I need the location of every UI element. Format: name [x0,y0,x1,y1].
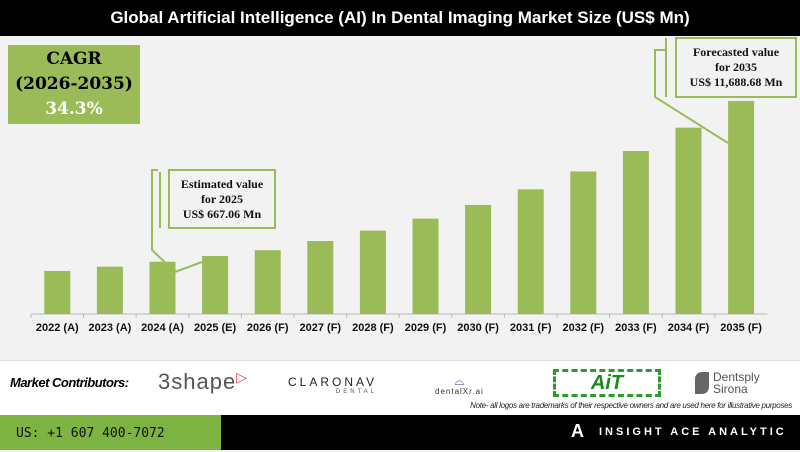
logo-dentsply-sirona: Dentsply Sirona [695,371,760,395]
cagr-label: CAGR [46,49,102,69]
x-tick-label: 2032 (F) [563,322,605,334]
bar [44,270,71,314]
x-tick-label: 2025 (E) [194,322,237,334]
chart-title: Global Artificial Intelligence (AI) In D… [0,0,800,36]
footer-brand-bar: A INSIGHT ACE ANALYTIC [221,415,800,450]
x-tick-label: 2028 (F) [352,322,394,334]
logo-3shape: 3shape▷ [158,369,248,394]
x-tick-label: 2022 (A) [36,322,79,334]
x-tick-label: 2035 (F) [720,322,762,334]
bar [202,255,229,314]
cagr-period: (2026-2035) [15,74,133,94]
contributors-label: Market Contributors: [10,375,129,390]
callout-line: for 2025 [200,192,244,206]
bar [149,261,176,314]
bar [622,151,649,314]
callout-2035: Forecasted value for 2035 US$ 11,688.68 … [675,37,797,98]
bar [465,204,492,314]
logo-ait: AiT [553,369,661,397]
logo-dentalxr: ⌓ dentalXr.ai [435,374,484,396]
callout-line: for 2035 [714,60,758,74]
brand-name: INSIGHT ACE ANALYTIC [599,426,787,438]
bar [412,218,439,314]
callout-leader [654,49,729,144]
bar [675,127,702,314]
x-tick-label: 2030 (F) [457,322,499,334]
bar [570,171,597,314]
trademark-note: Note- all logos are trademarks of their … [470,401,792,410]
bar [96,266,123,314]
brand-logo-icon: A [571,421,584,441]
bar-chart: 2022 (A) 2023 (A) 2024 (A) 2025 (E) 2026 (F)… [30,38,768,334]
logo-claronav: CLARONAV DENTAL [288,375,378,395]
x-tick-label: 2026 (F) [247,322,289,334]
phone-number[interactable]: US: +1 607 400-7072 [0,415,221,450]
bar [359,230,386,314]
callout-line: Estimated value [180,177,264,191]
callout-value: US$ 11,688.68 Mn [689,75,783,89]
contributors-strip: Market Contributors: 3shape▷ CLARONAV DE… [0,360,800,415]
callout-line: Forecasted value [692,45,780,59]
x-tick-label: 2033 (F) [615,322,657,334]
cagr-value: 34.3% [45,99,103,119]
x-tick-label: 2023 (A) [89,322,132,334]
x-tick-label: 2034 (F) [668,322,710,334]
bar [728,101,755,314]
x-tick-label: 2024 (A) [141,322,184,334]
x-tick-label: 2027 (F) [300,322,342,334]
cagr-box: CAGR (2026-2035) 34.3% [8,45,140,124]
bar [254,250,281,314]
callout-leader [151,169,203,274]
x-tick-label: 2029 (F) [405,322,447,334]
bar [307,241,334,314]
bar [517,189,544,314]
callout-value: US$ 667.06 Mn [182,207,262,221]
x-tick-label: 2031 (F) [510,322,552,334]
callout-2025: Estimated value for 2025 US$ 667.06 Mn [168,169,276,229]
